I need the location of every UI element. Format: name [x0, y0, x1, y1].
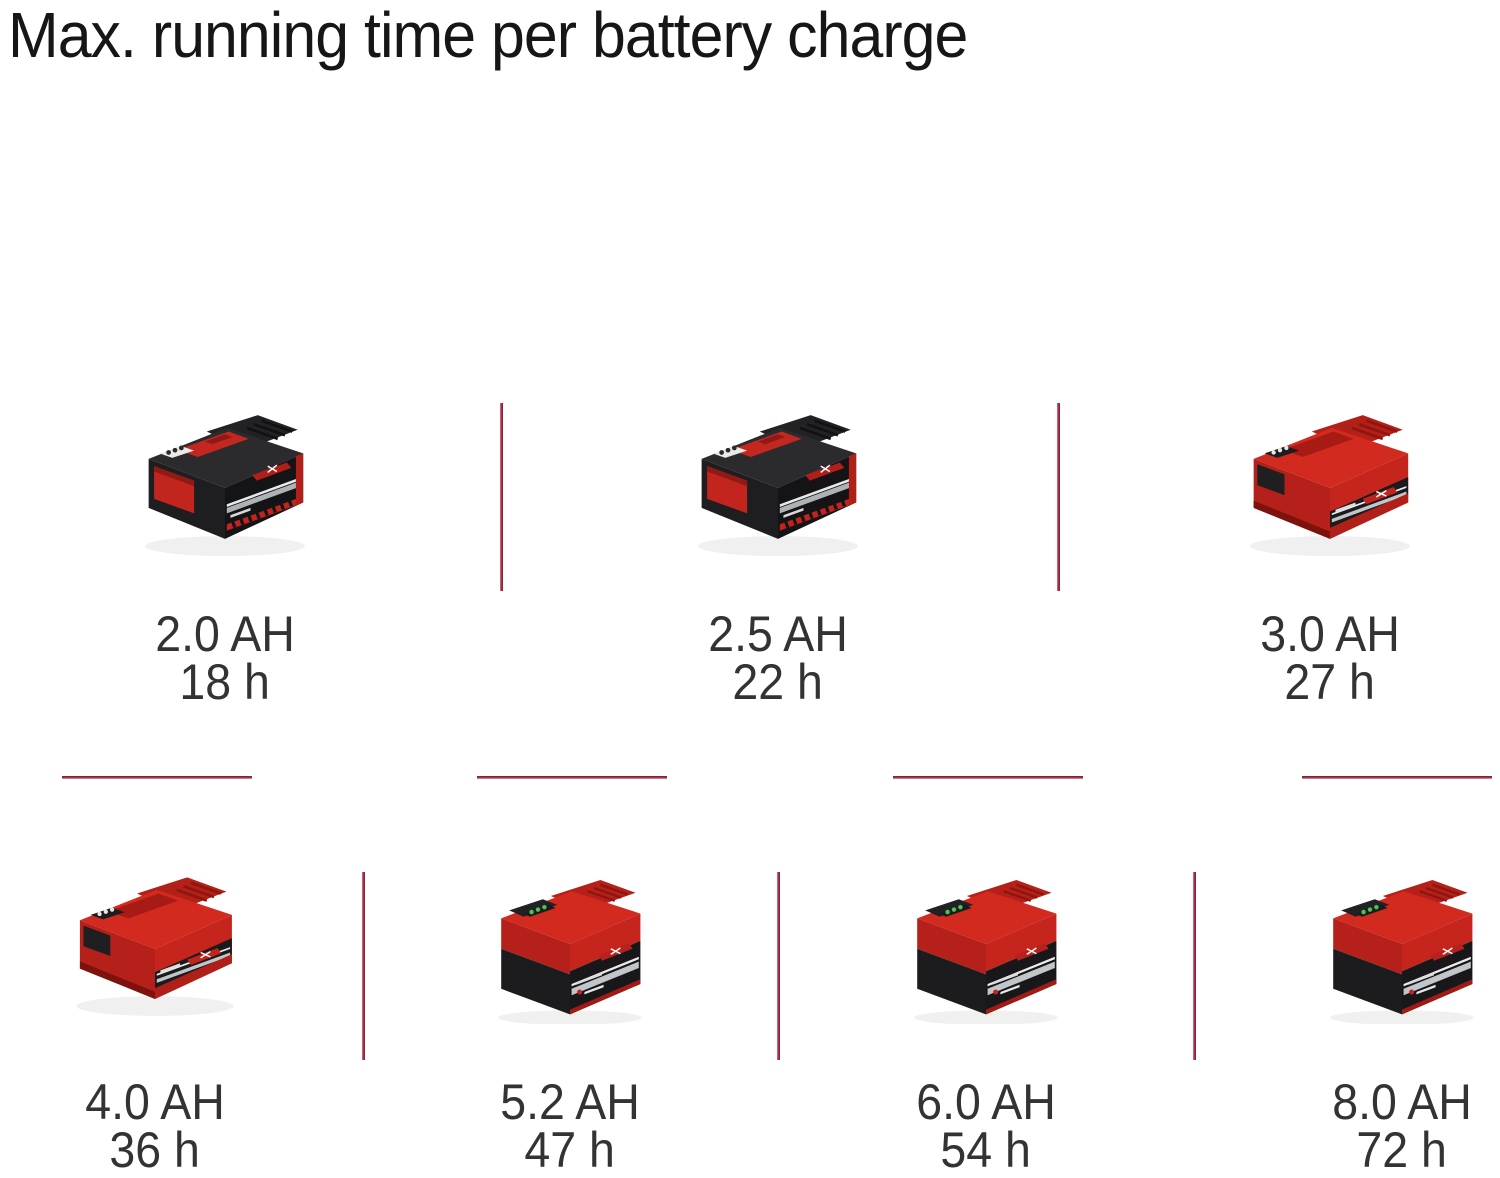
battery-photo [1192, 872, 1500, 1024]
divider-vertical [1057, 403, 1060, 591]
divider-horizontal [1302, 776, 1492, 779]
battery-item: 5.2 AH 47 h [360, 872, 780, 1178]
battery-runtime-label: 18 h [179, 654, 271, 710]
battery-capacity-label: 4.0 AH [85, 1074, 225, 1130]
battery-photo [360, 872, 780, 1024]
battery-image [496, 878, 644, 1024]
battery-capacity-label: 2.0 AH [155, 606, 295, 662]
battery-runtime-label: 72 h [1356, 1122, 1448, 1178]
battery-image [145, 415, 305, 556]
battery-runtime-label: 27 h [1284, 654, 1376, 710]
divider-vertical [1193, 872, 1196, 1060]
battery-item: 4.0 AH 36 h [0, 872, 365, 1178]
battery-item: 2.0 AH 18 h [15, 403, 435, 710]
battery-image [698, 415, 858, 556]
battery-capacity-label: 3.0 AH [1260, 606, 1400, 662]
battery-capacity-label: 5.2 AH [500, 1074, 640, 1130]
page-title: Max. running time per battery charge [8, 0, 968, 71]
divider-horizontal [62, 776, 252, 779]
divider-vertical [362, 872, 365, 1060]
battery-image [1248, 413, 1412, 558]
battery-image [74, 876, 236, 1018]
divider-horizontal [893, 776, 1083, 779]
battery-runtime-label: 54 h [940, 1122, 1032, 1178]
divider-vertical [500, 403, 503, 591]
battery-photo [1120, 403, 1500, 571]
battery-runtime-label: 47 h [524, 1122, 616, 1178]
battery-photo [15, 403, 435, 571]
battery-item: 2.5 AH 22 h [568, 403, 988, 710]
battery-photo [776, 872, 1196, 1024]
battery-photo [568, 403, 988, 571]
battery-photo [0, 872, 365, 1024]
divider-horizontal [477, 776, 667, 779]
battery-runtime-label: 36 h [109, 1122, 201, 1178]
battery-item: 6.0 AH 54 h [776, 872, 1196, 1178]
battery-image [912, 878, 1060, 1024]
battery-capacity-label: 2.5 AH [708, 606, 848, 662]
divider-vertical [777, 872, 780, 1060]
battery-item: 3.0 AH 27 h [1120, 403, 1500, 710]
battery-runtime-label: 22 h [732, 654, 824, 710]
battery-item: 8.0 AH 72 h [1192, 872, 1500, 1178]
battery-capacity-label: 6.0 AH [916, 1074, 1056, 1130]
battery-image [1328, 878, 1476, 1024]
battery-capacity-label: 8.0 AH [1332, 1074, 1472, 1130]
